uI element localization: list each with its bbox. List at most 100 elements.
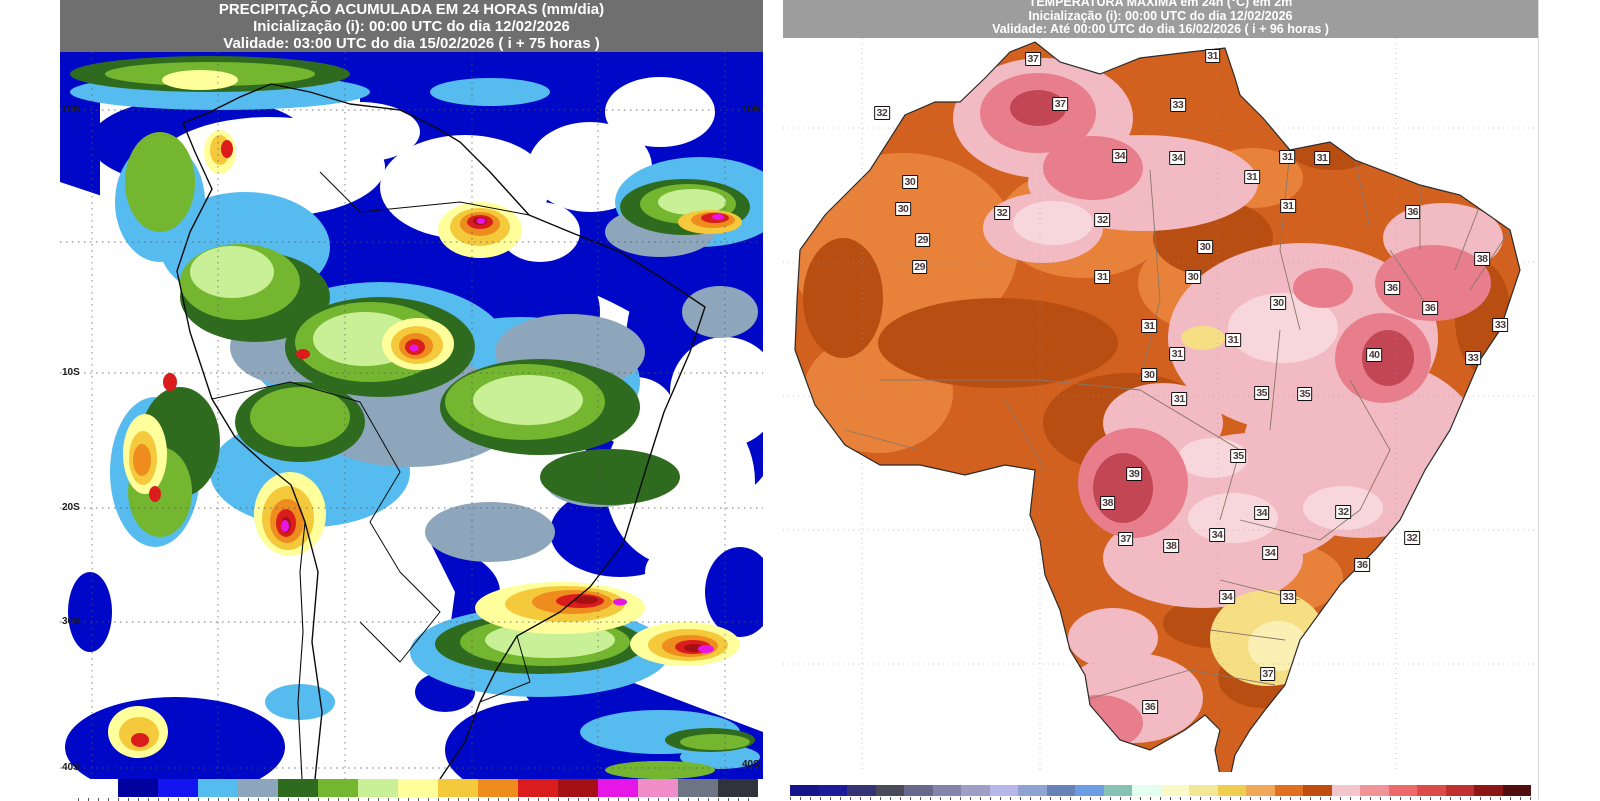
temperature-value-label: 35 <box>1296 386 1313 401</box>
temperature-value-label: 35 <box>1253 386 1270 401</box>
temperature-value-label: 34 <box>1219 590 1235 605</box>
temperature-value-label: 36 <box>1404 204 1421 219</box>
temperature-value-label: 37 <box>1259 666 1276 681</box>
colorbar-segment <box>818 785 847 796</box>
temperature-value-label: 31 <box>1279 149 1296 164</box>
colorbar-segment <box>1075 785 1104 796</box>
temperature-value-label: 30 <box>895 202 911 217</box>
colorbar-segment <box>790 785 819 796</box>
temperature-value-label: 31 <box>1225 332 1241 347</box>
temperature-title-bar: TEMPERATURA MÁXIMA em 24h (°C) em 2m Ini… <box>783 0 1538 38</box>
temperature-value-label: 31 <box>1094 270 1111 285</box>
graticule <box>783 38 1538 772</box>
colorbar-segment <box>1274 785 1303 796</box>
colorbar-segment <box>1474 785 1503 796</box>
precipitation-map: 10N 10S 20S 30S 40S 10N 40S <box>60 52 763 779</box>
colorbar-segment <box>238 779 278 797</box>
temperature-value-label: 36 <box>1354 558 1370 572</box>
temperature-value-label: 34 <box>1209 527 1225 542</box>
colorbar-segment <box>718 779 758 797</box>
temperature-value-label: 36 <box>1422 301 1438 316</box>
colorbar-segment <box>1445 785 1474 796</box>
temperature-value-label: 32 <box>1094 213 1111 228</box>
colorbar-segment <box>875 785 904 796</box>
latitude-label: 40S <box>62 762 80 773</box>
colorbar-segment <box>638 779 678 797</box>
temperature-value-label: 29 <box>914 232 931 247</box>
latitude-label: 10S <box>62 367 80 378</box>
colorbar-segment <box>1388 785 1417 796</box>
colorbar-segment <box>478 779 518 797</box>
temperature-map: 37 31 37 33 32 34 34 31 31 31 30 30 32 32 31 36 29 30 38 29… <box>783 38 1538 772</box>
temperature-value-label: 30 <box>901 174 918 189</box>
colorbar-segment <box>1046 785 1075 796</box>
temperature-value-label: 38 <box>1099 496 1116 511</box>
colorbar-segment <box>198 779 238 797</box>
colorbar-segment <box>318 779 358 797</box>
temperature-value-label: 37 <box>1117 532 1134 547</box>
temperature-title-line1: TEMPERATURA MÁXIMA em 24h (°C) em 2m <box>1028 0 1293 9</box>
temperature-value-label: 30 <box>1197 240 1213 255</box>
temperature-value-label: 34 <box>1111 149 1128 164</box>
precipitation-title-bar: PRECIPITAÇÃO ACUMULADA EM 24 HORAS (mm/d… <box>60 0 763 52</box>
latitude-label: 10N <box>742 104 761 115</box>
latitude-label: 40S <box>742 759 760 770</box>
temperature-value-label: 32 <box>874 105 890 120</box>
colorbar-segment <box>398 779 438 797</box>
colorbar-segment <box>847 785 876 796</box>
colorbar-segment <box>904 785 933 796</box>
temperature-value-label: 30 <box>1185 270 1201 285</box>
temperature-value-label: 34 <box>1169 150 1185 165</box>
colorbar-segment <box>1246 785 1275 796</box>
temperature-value-label: 30 <box>1141 367 1158 382</box>
temperature-value-label: 40 <box>1366 348 1382 363</box>
colorbar-segment <box>1417 785 1446 796</box>
temperature-value-label: 33 <box>1492 317 1509 332</box>
coastline <box>176 83 706 779</box>
temperature-value-label: 35 <box>1230 448 1247 463</box>
temperature-map-svg <box>783 38 1538 772</box>
colorbar-segment <box>1018 785 1047 796</box>
temperature-title-line2: Inicialização (i): 00:00 UTC do dia 12/0… <box>1028 8 1293 23</box>
temperature-value-label: 38 <box>1474 251 1490 266</box>
colorbar-segment <box>1160 785 1189 796</box>
graticule <box>60 52 763 779</box>
temperature-value-label: 33 <box>1170 97 1186 112</box>
colorbar-segment <box>1132 785 1161 796</box>
colorbar-segment <box>961 785 990 796</box>
precipitation-title-line2: Inicialização (i): 00:00 UTC do dia 12/0… <box>253 18 570 35</box>
latitude-label: 10N <box>62 104 81 115</box>
temperature-value-label: 32 <box>1404 530 1420 545</box>
colorbar-segment <box>1217 785 1246 796</box>
temperature-value-label: 36 <box>1384 281 1401 296</box>
temperature-value-label: 34 <box>1253 505 1270 520</box>
colorbar-segment <box>1360 785 1389 796</box>
temperature-value-label: 38 <box>1163 538 1179 553</box>
colorbar-segment <box>518 779 558 797</box>
colorbar-segment <box>598 779 638 797</box>
temperature-colorbar-ticks <box>790 797 1531 800</box>
precipitation-panel: PRECIPITAÇÃO ACUMULADA EM 24 HORAS (mm/d… <box>60 0 763 801</box>
temperature-colorbar <box>790 785 1531 796</box>
temperature-value-label: 33 <box>1280 590 1296 605</box>
latitude-label: 20S <box>62 502 80 513</box>
temperature-value-label: 29 <box>911 260 928 274</box>
temperature-value-label: 34 <box>1262 546 1278 561</box>
temperature-value-label: 30 <box>1270 295 1287 310</box>
precipitation-colorbar <box>78 779 758 797</box>
colorbar-segment <box>1502 785 1531 796</box>
colorbar-segment <box>558 779 598 797</box>
temperature-value-label: 31 <box>1280 199 1296 214</box>
temperature-value-label: 32 <box>1335 505 1352 520</box>
temperature-value-label: 39 <box>1126 466 1142 481</box>
colorbar-segment <box>1103 785 1132 796</box>
colorbar-segment <box>118 779 158 797</box>
temperature-title-line3: Validade: Até 00:00 UTC do dia 16/02/202… <box>992 22 1329 36</box>
temperature-value-label: 33 <box>1465 351 1481 366</box>
colorbar-segment <box>438 779 478 797</box>
precipitation-map-svg <box>60 52 763 779</box>
latitude-label: 30S <box>62 616 80 627</box>
temperature-value-label: 37 <box>1025 52 1041 67</box>
colorbar-segment <box>1189 785 1218 796</box>
temperature-value-label: 32 <box>994 205 1010 220</box>
